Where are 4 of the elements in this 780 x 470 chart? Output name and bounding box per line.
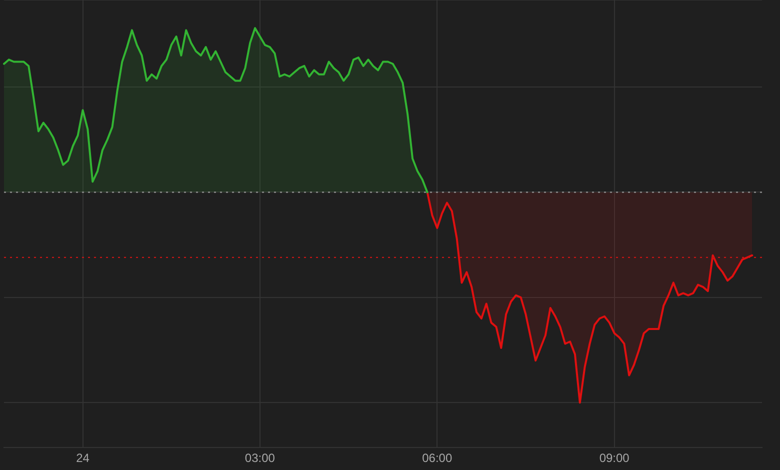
x-tick-label: 24 — [76, 451, 90, 466]
x-tick-label: 09:00 — [599, 451, 630, 466]
x-tick-label: 06:00 — [422, 451, 452, 466]
x-tick-label: 03:00 — [244, 451, 276, 466]
